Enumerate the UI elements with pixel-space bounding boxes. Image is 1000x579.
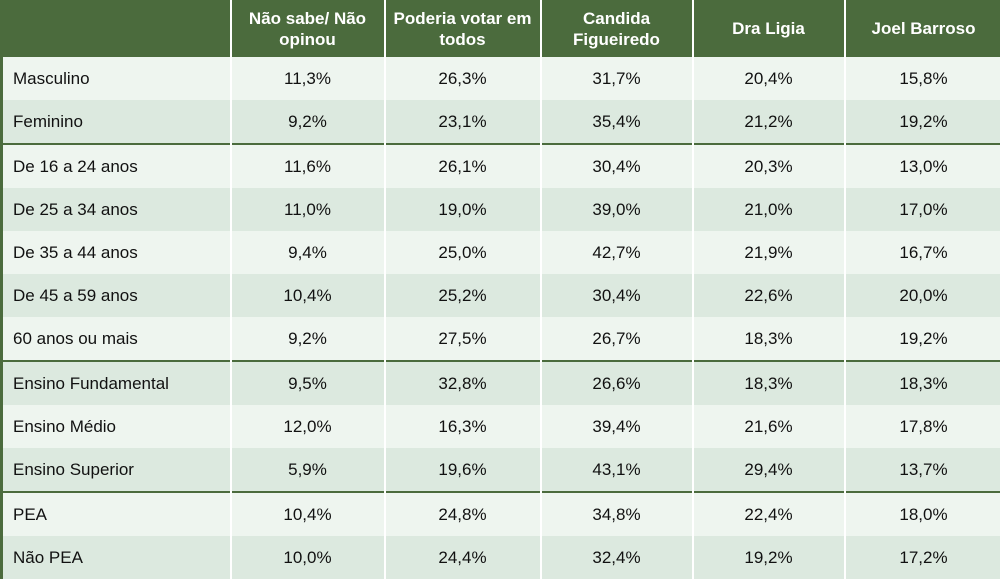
table-cell: 17,0%: [845, 188, 1000, 231]
table-cell: 9,5%: [231, 361, 385, 405]
column-header: [2, 0, 231, 57]
table-cell: 26,7%: [541, 317, 693, 361]
table-cell: 12,0%: [231, 405, 385, 448]
row-label: Ensino Médio: [2, 405, 231, 448]
table-cell: 21,0%: [693, 188, 845, 231]
table-cell: 30,4%: [541, 274, 693, 317]
column-header: Candida Figueiredo: [541, 0, 693, 57]
table-cell: 21,2%: [693, 100, 845, 144]
table-cell: 22,6%: [693, 274, 845, 317]
table-cell: 18,0%: [845, 492, 1000, 536]
row-label: De 25 a 34 anos: [2, 188, 231, 231]
table-cell: 5,9%: [231, 448, 385, 492]
table-cell: 13,0%: [845, 144, 1000, 188]
table-cell: 35,4%: [541, 100, 693, 144]
table-cell: 19,2%: [845, 100, 1000, 144]
table-cell: 17,2%: [845, 536, 1000, 579]
table-cell: 10,4%: [231, 274, 385, 317]
table-cell: 24,4%: [385, 536, 541, 579]
table-cell: 25,0%: [385, 231, 541, 274]
row-label: De 45 a 59 anos: [2, 274, 231, 317]
row-label: 60 anos ou mais: [2, 317, 231, 361]
row-label: Masculino: [2, 57, 231, 100]
table-cell: 9,2%: [231, 100, 385, 144]
table-cell: 23,1%: [385, 100, 541, 144]
table-cell: 20,4%: [693, 57, 845, 100]
table-cell: 19,2%: [845, 317, 1000, 361]
table-cell: 16,7%: [845, 231, 1000, 274]
table-cell: 10,4%: [231, 492, 385, 536]
table-cell: 25,2%: [385, 274, 541, 317]
table-cell: 43,1%: [541, 448, 693, 492]
table-cell: 39,4%: [541, 405, 693, 448]
table-cell: 11,0%: [231, 188, 385, 231]
table-cell: 29,4%: [693, 448, 845, 492]
table-cell: 19,2%: [693, 536, 845, 579]
table-cell: 16,3%: [385, 405, 541, 448]
table-cell: 13,7%: [845, 448, 1000, 492]
row-label: Ensino Fundamental: [2, 361, 231, 405]
table-cell: 11,3%: [231, 57, 385, 100]
table-cell: 42,7%: [541, 231, 693, 274]
table-cell: 9,2%: [231, 317, 385, 361]
table-cell: 20,3%: [693, 144, 845, 188]
table-cell: 18,3%: [693, 317, 845, 361]
table-cell: 17,8%: [845, 405, 1000, 448]
table-cell: 19,0%: [385, 188, 541, 231]
table-cell: 20,0%: [845, 274, 1000, 317]
table-cell: 9,4%: [231, 231, 385, 274]
row-label: PEA: [2, 492, 231, 536]
table-cell: 19,6%: [385, 448, 541, 492]
row-label: De 35 a 44 anos: [2, 231, 231, 274]
table-cell: 10,0%: [231, 536, 385, 579]
row-label: Não PEA: [2, 536, 231, 579]
table-cell: 26,1%: [385, 144, 541, 188]
row-label: Ensino Superior: [2, 448, 231, 492]
table-cell: 18,3%: [693, 361, 845, 405]
table-cell: 26,3%: [385, 57, 541, 100]
table-cell: 31,7%: [541, 57, 693, 100]
column-header: Poderia votar em todos: [385, 0, 541, 57]
table-cell: 39,0%: [541, 188, 693, 231]
table-cell: 22,4%: [693, 492, 845, 536]
column-header: Joel Barroso: [845, 0, 1000, 57]
row-label: De 16 a 24 anos: [2, 144, 231, 188]
table-cell: 30,4%: [541, 144, 693, 188]
table-cell: 11,6%: [231, 144, 385, 188]
table-cell: 18,3%: [845, 361, 1000, 405]
table-cell: 26,6%: [541, 361, 693, 405]
table-cell: 15,8%: [845, 57, 1000, 100]
table-cell: 32,4%: [541, 536, 693, 579]
column-header: Dra Ligia: [693, 0, 845, 57]
table-cell: 24,8%: [385, 492, 541, 536]
table-cell: 21,9%: [693, 231, 845, 274]
column-header: Não sabe/ Não opinou: [231, 0, 385, 57]
row-label: Feminino: [2, 100, 231, 144]
table-cell: 32,8%: [385, 361, 541, 405]
table-cell: 27,5%: [385, 317, 541, 361]
table-cell: 34,8%: [541, 492, 693, 536]
table-cell: 21,6%: [693, 405, 845, 448]
